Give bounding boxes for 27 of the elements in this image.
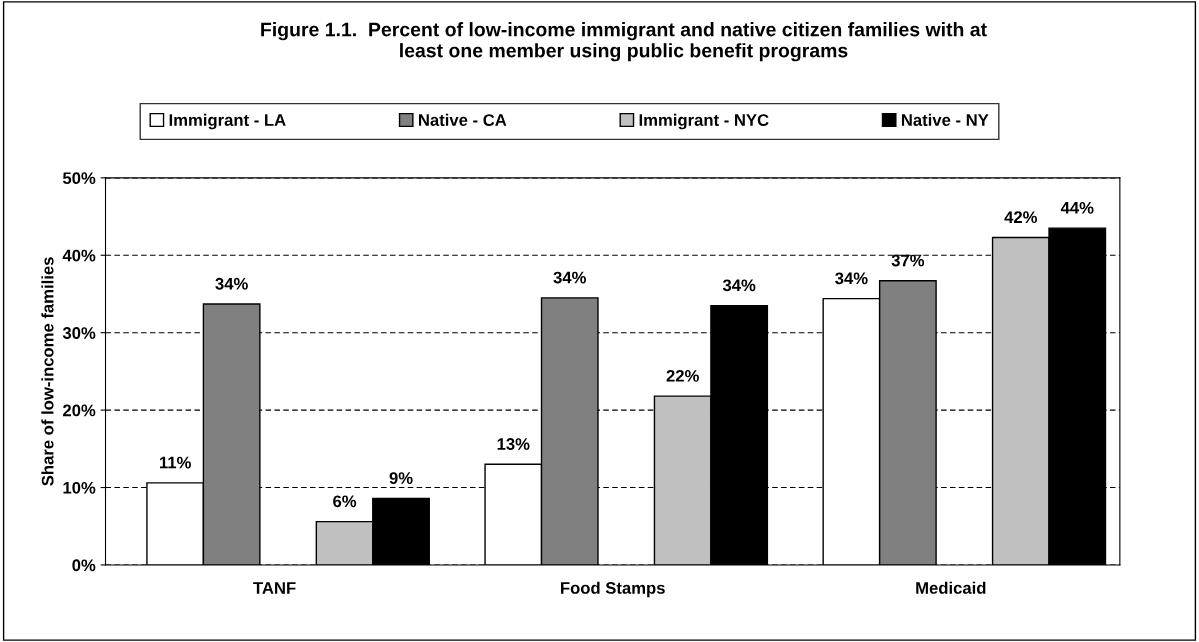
data-label: 42% [1004, 211, 1038, 224]
x-tick-label: TANF [253, 582, 296, 594]
legend-label: Native - CA [419, 113, 507, 126]
data-label: 9% [389, 472, 413, 484]
y-tick-label: 10% [63, 481, 96, 494]
data-label: 34% [722, 279, 756, 292]
data-label: 44% [1060, 201, 1094, 214]
y-tick-label: 50% [62, 172, 96, 185]
legend-label: Immigrant - LA [169, 113, 286, 130]
y-tick-label: 0% [72, 559, 96, 572]
data-label: 34% [835, 272, 868, 285]
data-label: 6% [333, 495, 357, 508]
data-label: 13% [497, 438, 530, 450]
y-tick-label: 20% [63, 404, 96, 417]
y-tick-label: 30% [62, 327, 96, 339]
x-tick-label: Medicaid [916, 581, 986, 594]
data-label: 22% [666, 369, 699, 382]
data-label: 11% [159, 456, 191, 469]
x-tick-label: Food Stamps [561, 581, 665, 598]
data-label: 37% [891, 254, 925, 267]
y-axis-title: Share of low-income families [41, 257, 54, 486]
legend-label: Native - NY [901, 113, 989, 126]
y-tick-label: 40% [62, 249, 96, 262]
chart-title: Figure 1.1. Percent of low-income immigrant and native citizen families with at least one member using public benefit programs [261, 22, 987, 62]
data-label: 34% [215, 277, 248, 290]
legend-label: Immigrant - NYC [639, 113, 769, 130]
data-label: 34% [553, 271, 586, 284]
